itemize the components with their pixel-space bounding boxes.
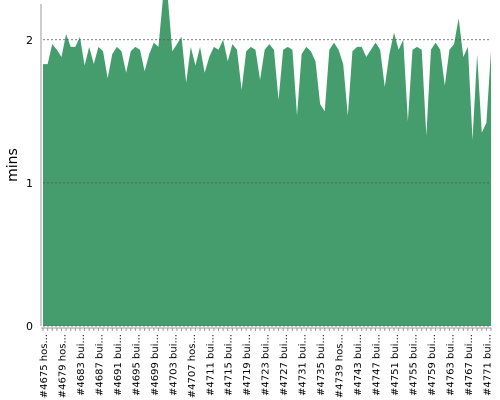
x-tick-label: #4703 bui...	[168, 334, 179, 396]
x-tick-label: #4707 hos...	[187, 334, 198, 398]
x-tick-label: #4739 hos...	[335, 334, 346, 398]
x-tick-label: #4763 bui...	[445, 334, 456, 396]
x-tick-label: #4751 bui...	[390, 334, 401, 396]
y-tick-label: 2	[26, 34, 33, 47]
y-axis-label: mins	[5, 148, 21, 182]
x-tick-label: #4743 bui...	[353, 334, 364, 396]
x-tick-label: #4759 bui...	[427, 334, 438, 396]
x-tick-label: #4675 hos...	[39, 334, 50, 398]
x-tick-label: #4691 bui...	[113, 334, 124, 396]
x-tick-label: #4699 bui...	[150, 334, 161, 396]
y-tick-label: 0	[26, 320, 33, 333]
x-tick-label: #4719 bui...	[242, 334, 253, 396]
x-tick-label: #4747 bui...	[372, 334, 383, 396]
x-tick-label: #4687 bui...	[94, 334, 105, 396]
x-tick-label: #4711 bui...	[205, 334, 216, 396]
x-tick-label: #4715 bui...	[224, 334, 235, 396]
x-tick-label: #4767 bui...	[464, 334, 475, 396]
x-tick-label: #4683 bui...	[76, 334, 87, 396]
x-tick-label: #4735 bui...	[316, 334, 327, 396]
x-tick-label: #4731 bui...	[298, 334, 309, 396]
x-tick-label: #4695 bui...	[131, 334, 142, 396]
x-tick-label: #4723 bui...	[261, 334, 272, 396]
area	[43, 0, 491, 326]
x-tick-label: #4727 bui...	[279, 334, 290, 396]
x-tick-label: #4755 bui...	[408, 334, 419, 396]
x-tick-label: #4679 hos...	[57, 334, 68, 398]
x-tick-label: #4771 bui...	[482, 334, 493, 396]
y-tick-label: 1	[26, 177, 33, 190]
